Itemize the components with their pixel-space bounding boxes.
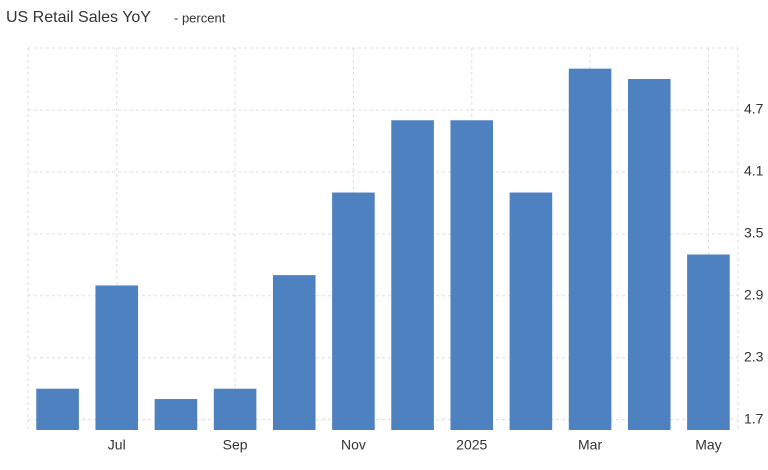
y-tick-label: 3.5 [744, 225, 764, 241]
chart-subtitle: - percent [174, 10, 226, 25]
y-tick-label: 1.7 [744, 410, 764, 426]
bar [627, 78, 671, 431]
bar [272, 275, 316, 430]
x-tick-label: Mar [578, 437, 602, 453]
bar [332, 192, 375, 430]
x-tick-label: May [695, 437, 721, 453]
y-tick-label: 4.7 [744, 101, 764, 117]
chart-title: US Retail Sales YoY [6, 9, 151, 26]
bar [687, 254, 730, 430]
bar [450, 120, 494, 431]
x-tick-label: Nov [341, 437, 366, 453]
bar [154, 399, 198, 430]
bar [213, 388, 257, 430]
bar [509, 192, 553, 430]
x-tick-label: Sep [223, 437, 248, 453]
y-tick-label: 2.3 [744, 348, 764, 364]
bar [36, 388, 79, 430]
bar [391, 120, 434, 431]
x-tick-label: 2025 [456, 437, 487, 453]
y-tick-label: 4.1 [744, 163, 764, 179]
y-tick-label: 2.9 [744, 286, 764, 302]
bar [95, 285, 139, 430]
bar [568, 68, 612, 430]
x-tick-label: Jul [108, 437, 126, 453]
